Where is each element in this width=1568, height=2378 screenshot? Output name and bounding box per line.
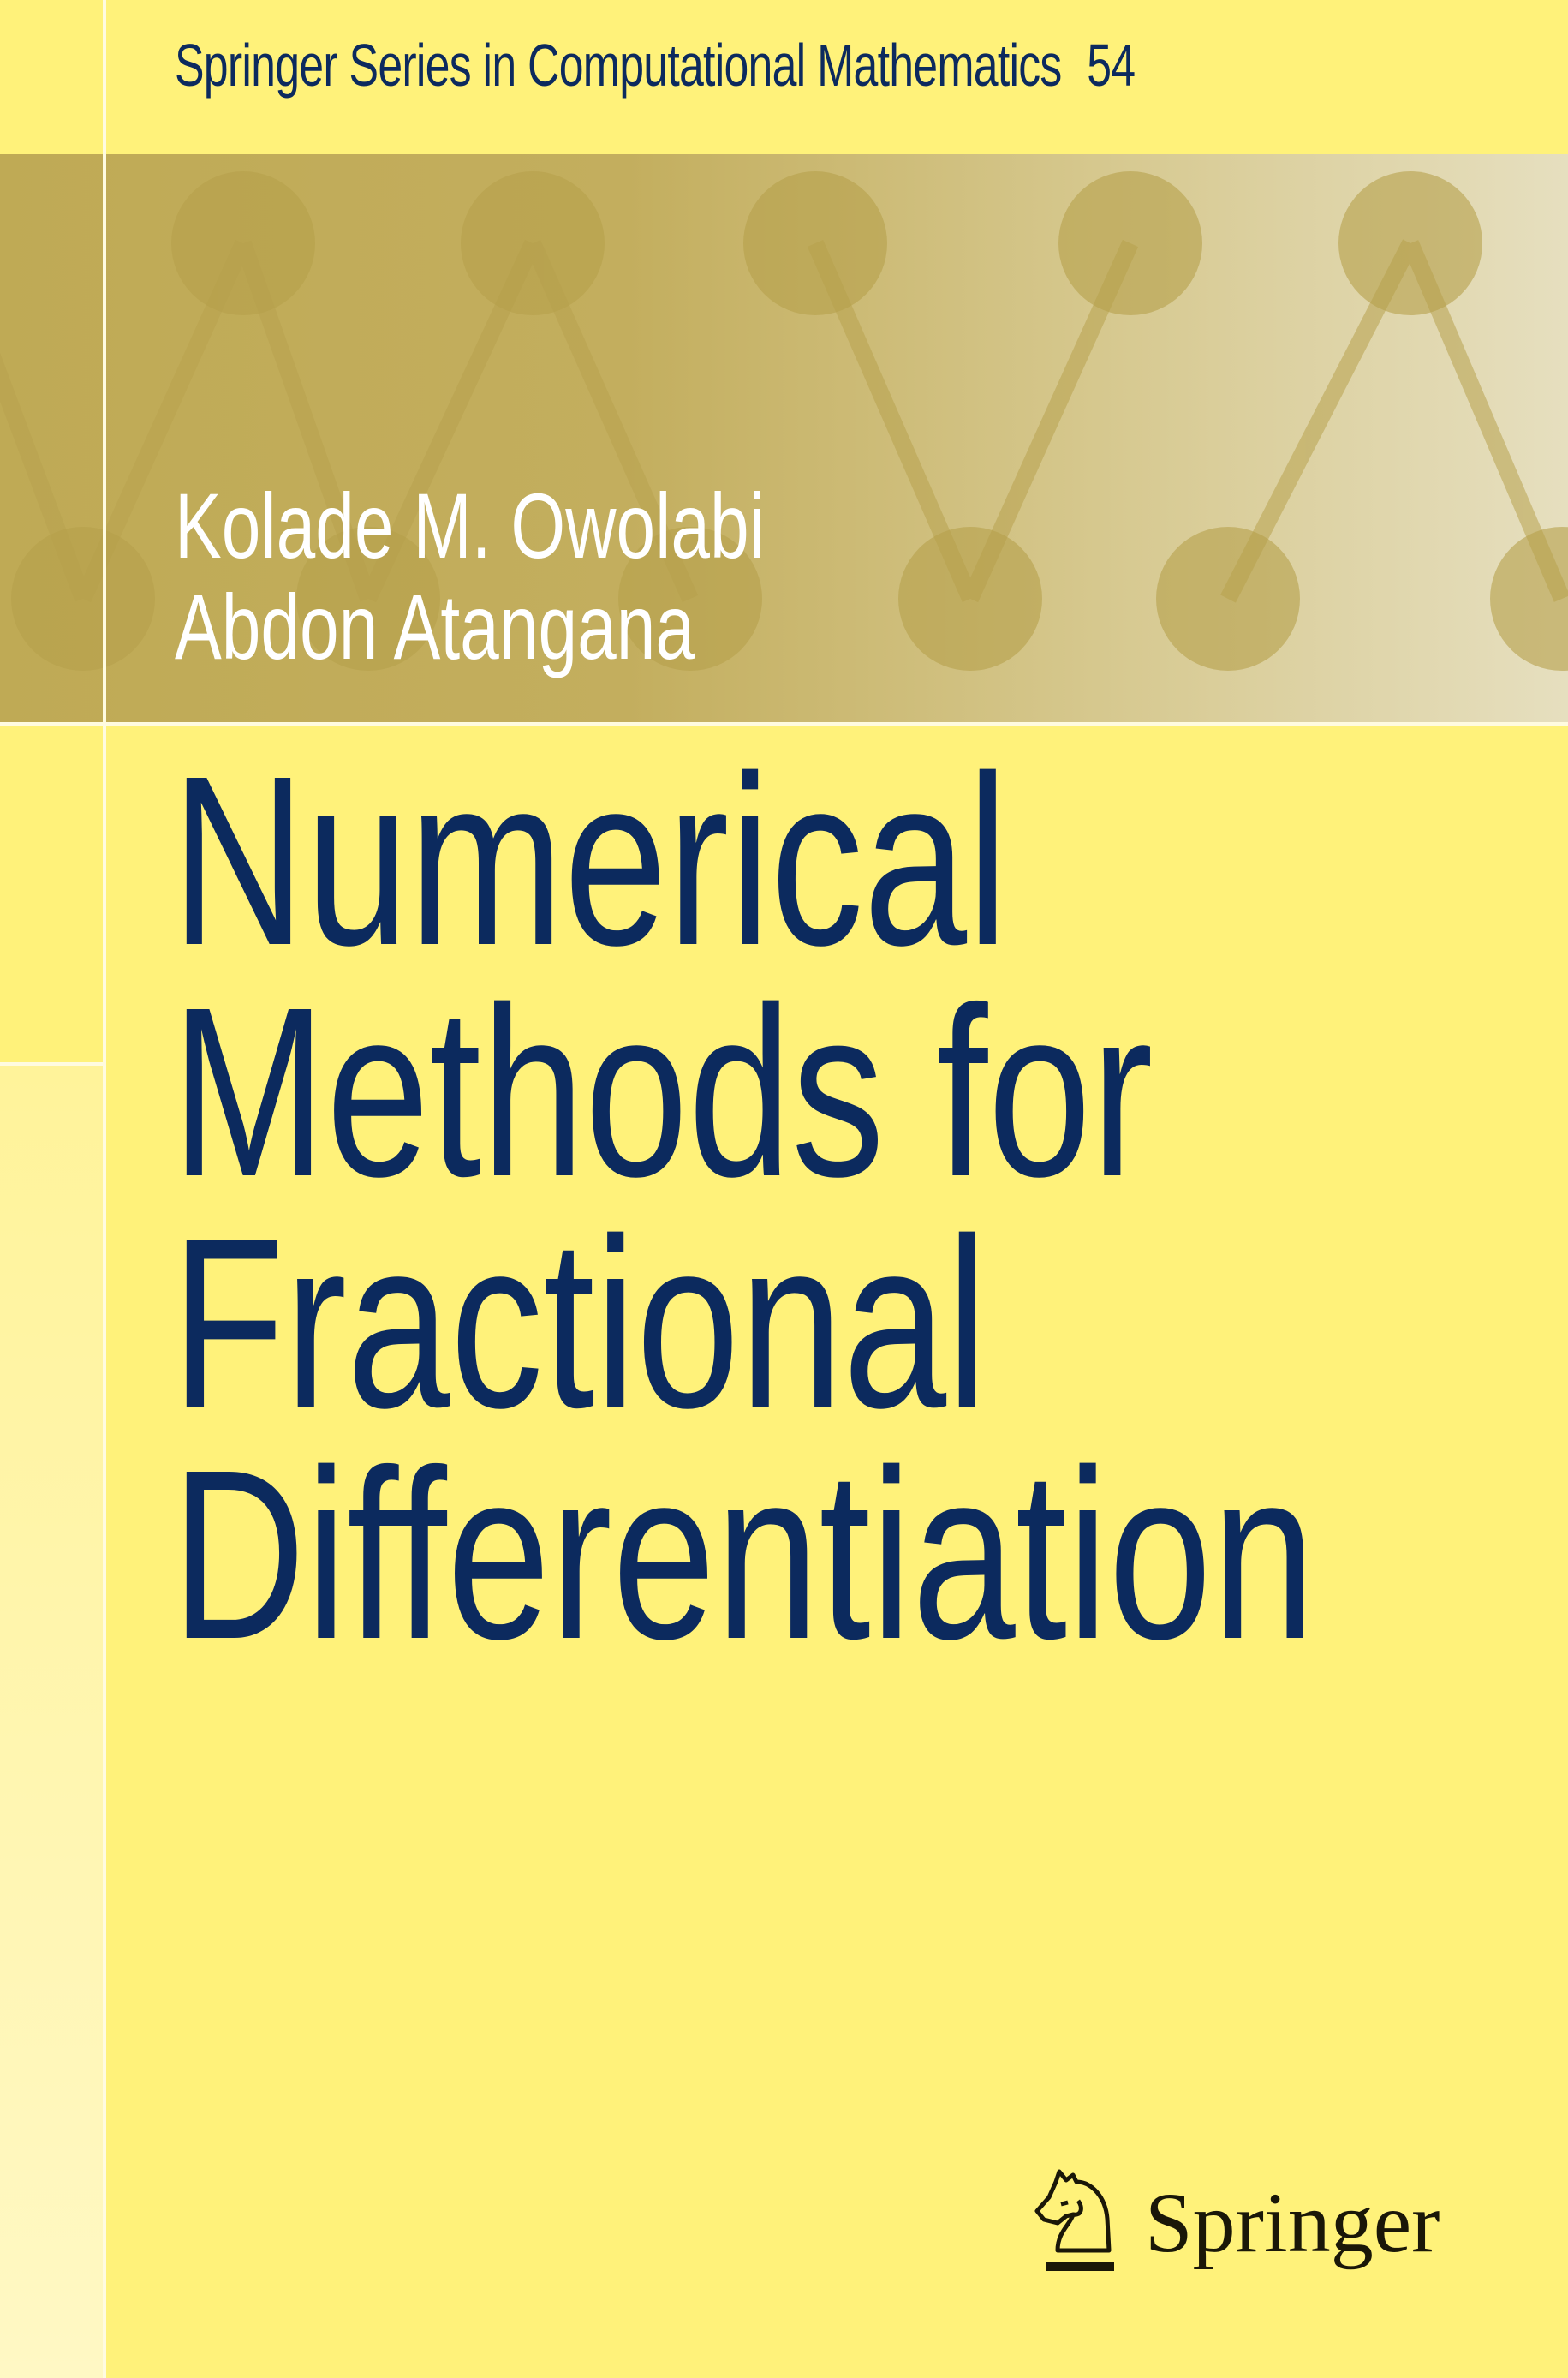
left-strip-lower xyxy=(0,1066,103,2378)
node xyxy=(296,527,440,671)
strip-divider xyxy=(0,1062,103,1066)
knight-horse-icon xyxy=(1034,2169,1114,2271)
node xyxy=(461,171,605,315)
springer-logo: Springer xyxy=(1032,2163,1440,2283)
node xyxy=(1156,527,1300,671)
book-title: Numerical Methods for Fractional Differe… xyxy=(171,726,1315,1689)
node xyxy=(11,527,155,671)
node xyxy=(1338,171,1482,315)
molecule-pattern xyxy=(0,171,1568,671)
title-line: Numerical xyxy=(171,726,1009,995)
series-name: Springer Series in Computational Mathema… xyxy=(175,32,1062,99)
publisher-name: Springer xyxy=(1145,2175,1440,2270)
author: Abdon Atangana xyxy=(175,575,695,678)
node xyxy=(1058,171,1202,315)
decorative-band xyxy=(0,154,1568,722)
node xyxy=(1490,527,1568,671)
authors: Kolade M. Owolabi Abdon Atangana xyxy=(175,475,765,678)
band-divider xyxy=(0,722,1568,726)
title-line: Differentiation xyxy=(171,1419,1315,1689)
series-volume: 54 xyxy=(1087,32,1136,99)
node xyxy=(898,527,1042,671)
series-title: Springer Series in Computational Mathema… xyxy=(175,31,1136,99)
node xyxy=(743,171,887,315)
title-line: Fractional xyxy=(171,1188,988,1458)
title-line: Methods for xyxy=(171,957,1154,1227)
node xyxy=(618,527,762,671)
author: Kolade M. Owolabi xyxy=(175,474,765,577)
vertical-divider xyxy=(103,0,106,2378)
node xyxy=(171,171,315,315)
